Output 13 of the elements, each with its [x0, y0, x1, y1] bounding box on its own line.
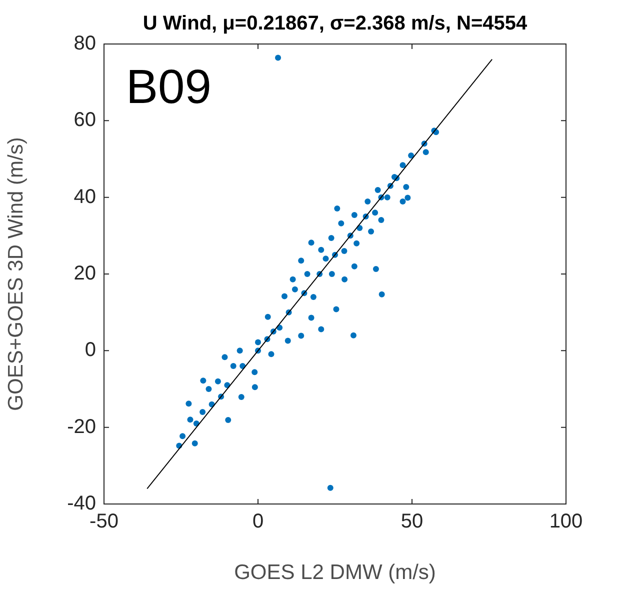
x-tick-label: 50	[400, 510, 424, 533]
y-tick-label: 40	[74, 186, 96, 208]
x-tick-label: 100	[549, 510, 583, 533]
y-tick-label: 0	[84, 339, 96, 362]
chart-title: U Wind, μ=0.21867, σ=2.368 m/s, N=4554	[142, 12, 528, 35]
y-tick-label: 80	[74, 32, 96, 55]
y-axis-title: GOES+GOES 3D Wind (m/s)	[4, 137, 28, 411]
y-tick-label: 60	[74, 109, 96, 132]
x-tick-label: 0	[252, 510, 264, 533]
annotation: B09	[126, 61, 212, 114]
y-tick-label: 20	[74, 262, 96, 285]
y-tick-label: -20	[67, 416, 96, 438]
x-axis-title: GOES L2 DMW (m/s)	[234, 561, 436, 584]
